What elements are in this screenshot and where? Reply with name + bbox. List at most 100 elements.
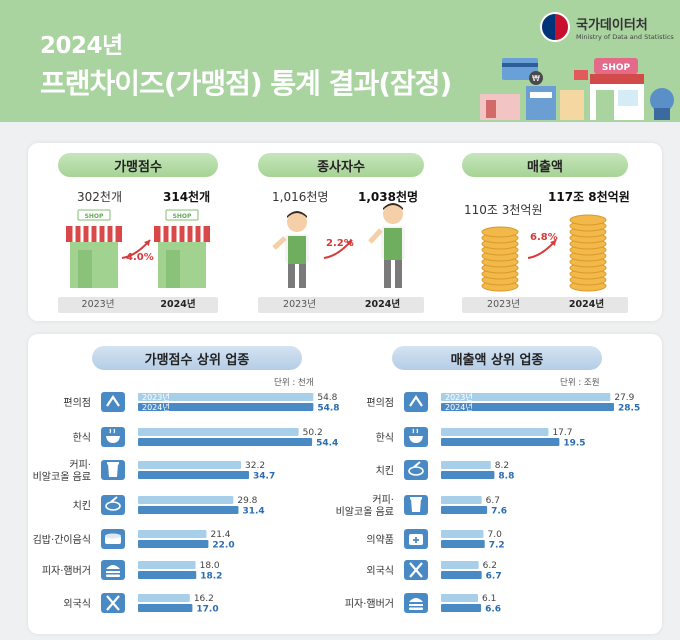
sales-series-label-2024: 2024년 <box>445 402 473 412</box>
chart-card <box>28 334 662 634</box>
sales-value-2024: 7.2 <box>489 541 505 551</box>
sales-category-label: 외국식 <box>366 565 394 577</box>
gimbap-icon <box>105 533 121 544</box>
stores-category-label: 치킨 <box>73 500 91 512</box>
workers-label-pill: 종사자수 <box>258 153 424 177</box>
sales-bar-2023 <box>441 461 491 469</box>
burger-icon <box>106 565 120 577</box>
sales-icon-tile <box>404 392 428 412</box>
stores-value-2023: 32.2 <box>245 461 265 471</box>
shop-2023-icon: SHOP <box>66 209 122 288</box>
stores-bar-2023 <box>138 393 314 401</box>
coffee-cup-icon <box>410 497 422 512</box>
stores-2024-value: 314천개 <box>163 190 211 204</box>
sales-2023-value: 110조 3천억원 <box>464 203 543 217</box>
stores-bar-2024 <box>138 506 239 514</box>
sales-value-2024: 19.5 <box>563 439 585 449</box>
sales-value-2023: 17.7 <box>552 428 572 438</box>
stores-bar-2023 <box>138 594 190 602</box>
card-won-symbol: ₩ <box>532 74 540 83</box>
agency-logo: 국가데이터처 Ministry of Data and Statistics <box>540 12 674 42</box>
stores-value-2023: 21.4 <box>210 530 230 540</box>
workers-2024-value: 1,038천명 <box>358 190 419 204</box>
sales-bar-2023 <box>441 561 479 569</box>
stores-year-2024: 2024년 <box>160 299 196 310</box>
convenience-store-icon <box>106 395 120 407</box>
stores-value-2023: 54.8 <box>317 393 337 403</box>
stores-chart-unit: 단위 : 천개 <box>274 378 314 388</box>
sales-category-label: 편의점 <box>366 397 394 409</box>
agency-english-name: Ministry of Data and Statistics <box>576 32 674 41</box>
stores-bar-2024 <box>138 471 250 479</box>
page-title: 프랜차이즈(가맹점) 통계 결과(잠정) <box>40 67 452 100</box>
sales-chart-title: 매출액 상위 업종 <box>392 346 602 370</box>
sales-value-2024: 6.7 <box>486 572 502 582</box>
workers-2023-value: 1,016천명 <box>272 190 329 204</box>
stores-bar-2024 <box>138 604 193 612</box>
sales-change-rate: 6.8% <box>530 232 558 243</box>
shop-sign-2023: SHOP <box>85 213 104 220</box>
worker-2024-icon <box>368 203 405 288</box>
workers-year-bar: 2023년 2024년 <box>258 297 424 313</box>
sales-series-label-2023: 2023년 <box>445 392 473 402</box>
stores-year-2023: 2023년 <box>81 299 115 310</box>
coins-2024-icon <box>569 214 607 292</box>
sales-bar-2024 <box>441 506 488 514</box>
stores-change-rate: 4.0% <box>126 252 154 263</box>
sales-value-2023: 27.9 <box>614 393 634 403</box>
sales-value-2024: 6.6 <box>485 605 501 615</box>
sales-category-label: 한식 <box>376 432 394 444</box>
sales-value-2023: 6.2 <box>483 561 497 571</box>
workers-year-2024: 2024년 <box>364 299 401 310</box>
stores-value-2024: 18.2 <box>200 572 222 582</box>
stores-icon-tile <box>101 495 125 515</box>
sales-icon-tile <box>404 460 428 480</box>
sales-bar-2023 <box>441 393 611 401</box>
stores-chart-title: 가맹점수 상위 업종 <box>92 346 302 370</box>
stores-bar-2024 <box>138 571 197 579</box>
sales-year-2023: 2023년 <box>487 299 520 310</box>
coffee-cup-icon <box>107 462 119 477</box>
stores-value-2024: 31.4 <box>242 507 264 517</box>
sales-bar-2023 <box>441 428 549 436</box>
deco-shop-sign: SHOP <box>602 63 631 73</box>
coins-2023-icon <box>481 226 519 292</box>
stores-bar-2023 <box>138 561 196 569</box>
stores-category-label: 한식 <box>73 432 91 444</box>
sales-value-2023: 6.1 <box>482 594 496 604</box>
stores-growth-arrow-icon <box>121 239 151 259</box>
fork-knife-icon <box>106 595 120 611</box>
burger-icon <box>409 598 423 610</box>
stores-category-label: 편의점 <box>63 397 91 409</box>
sales-category-label: 비알코올 음료 <box>336 506 394 518</box>
sales-bar-2024 <box>441 540 485 548</box>
sales-bar-2024 <box>441 438 560 446</box>
stores-category-label: 김밥·간이음식 <box>33 534 91 546</box>
sales-category-label: 피자·햄버거 <box>345 597 394 610</box>
agency-name: 국가데이터처 <box>576 17 648 33</box>
stores-value-2023: 18.0 <box>200 561 220 571</box>
stores-value-2023: 16.2 <box>194 594 214 604</box>
workers-change-rate: 2.2% <box>326 238 354 249</box>
sales-bar-2024 <box>441 403 614 411</box>
stores-value-2024: 34.7 <box>253 472 275 482</box>
sales-value-2024: 28.5 <box>618 404 640 414</box>
sales-value-2024: 8.8 <box>498 472 514 482</box>
stores-2023-value: 302천개 <box>77 190 122 204</box>
rice-bowl-icon <box>409 428 423 443</box>
sales-category-label: 의약품 <box>366 534 394 546</box>
stores-label-pill: 가맹점수 <box>58 153 218 177</box>
stores-bar-2024 <box>138 438 313 446</box>
sales-chart-unit: 단위 : 조원 <box>560 378 600 388</box>
sales-category-label: 치킨 <box>376 465 394 477</box>
sales-year-2024: 2024년 <box>568 299 605 310</box>
stores-bar-2024 <box>138 403 314 411</box>
sales-bar-2023 <box>441 594 479 602</box>
stores-category-label: 커피· <box>69 459 91 471</box>
stores-bar-2023 <box>138 530 207 538</box>
stores-value-2024: 54.4 <box>316 439 338 449</box>
sales-bar-2024 <box>441 571 482 579</box>
stores-category-label: 피자·햄버거 <box>42 564 91 577</box>
sales-bar-2024 <box>441 471 495 479</box>
workers-growth-arrow-icon <box>323 239 353 259</box>
